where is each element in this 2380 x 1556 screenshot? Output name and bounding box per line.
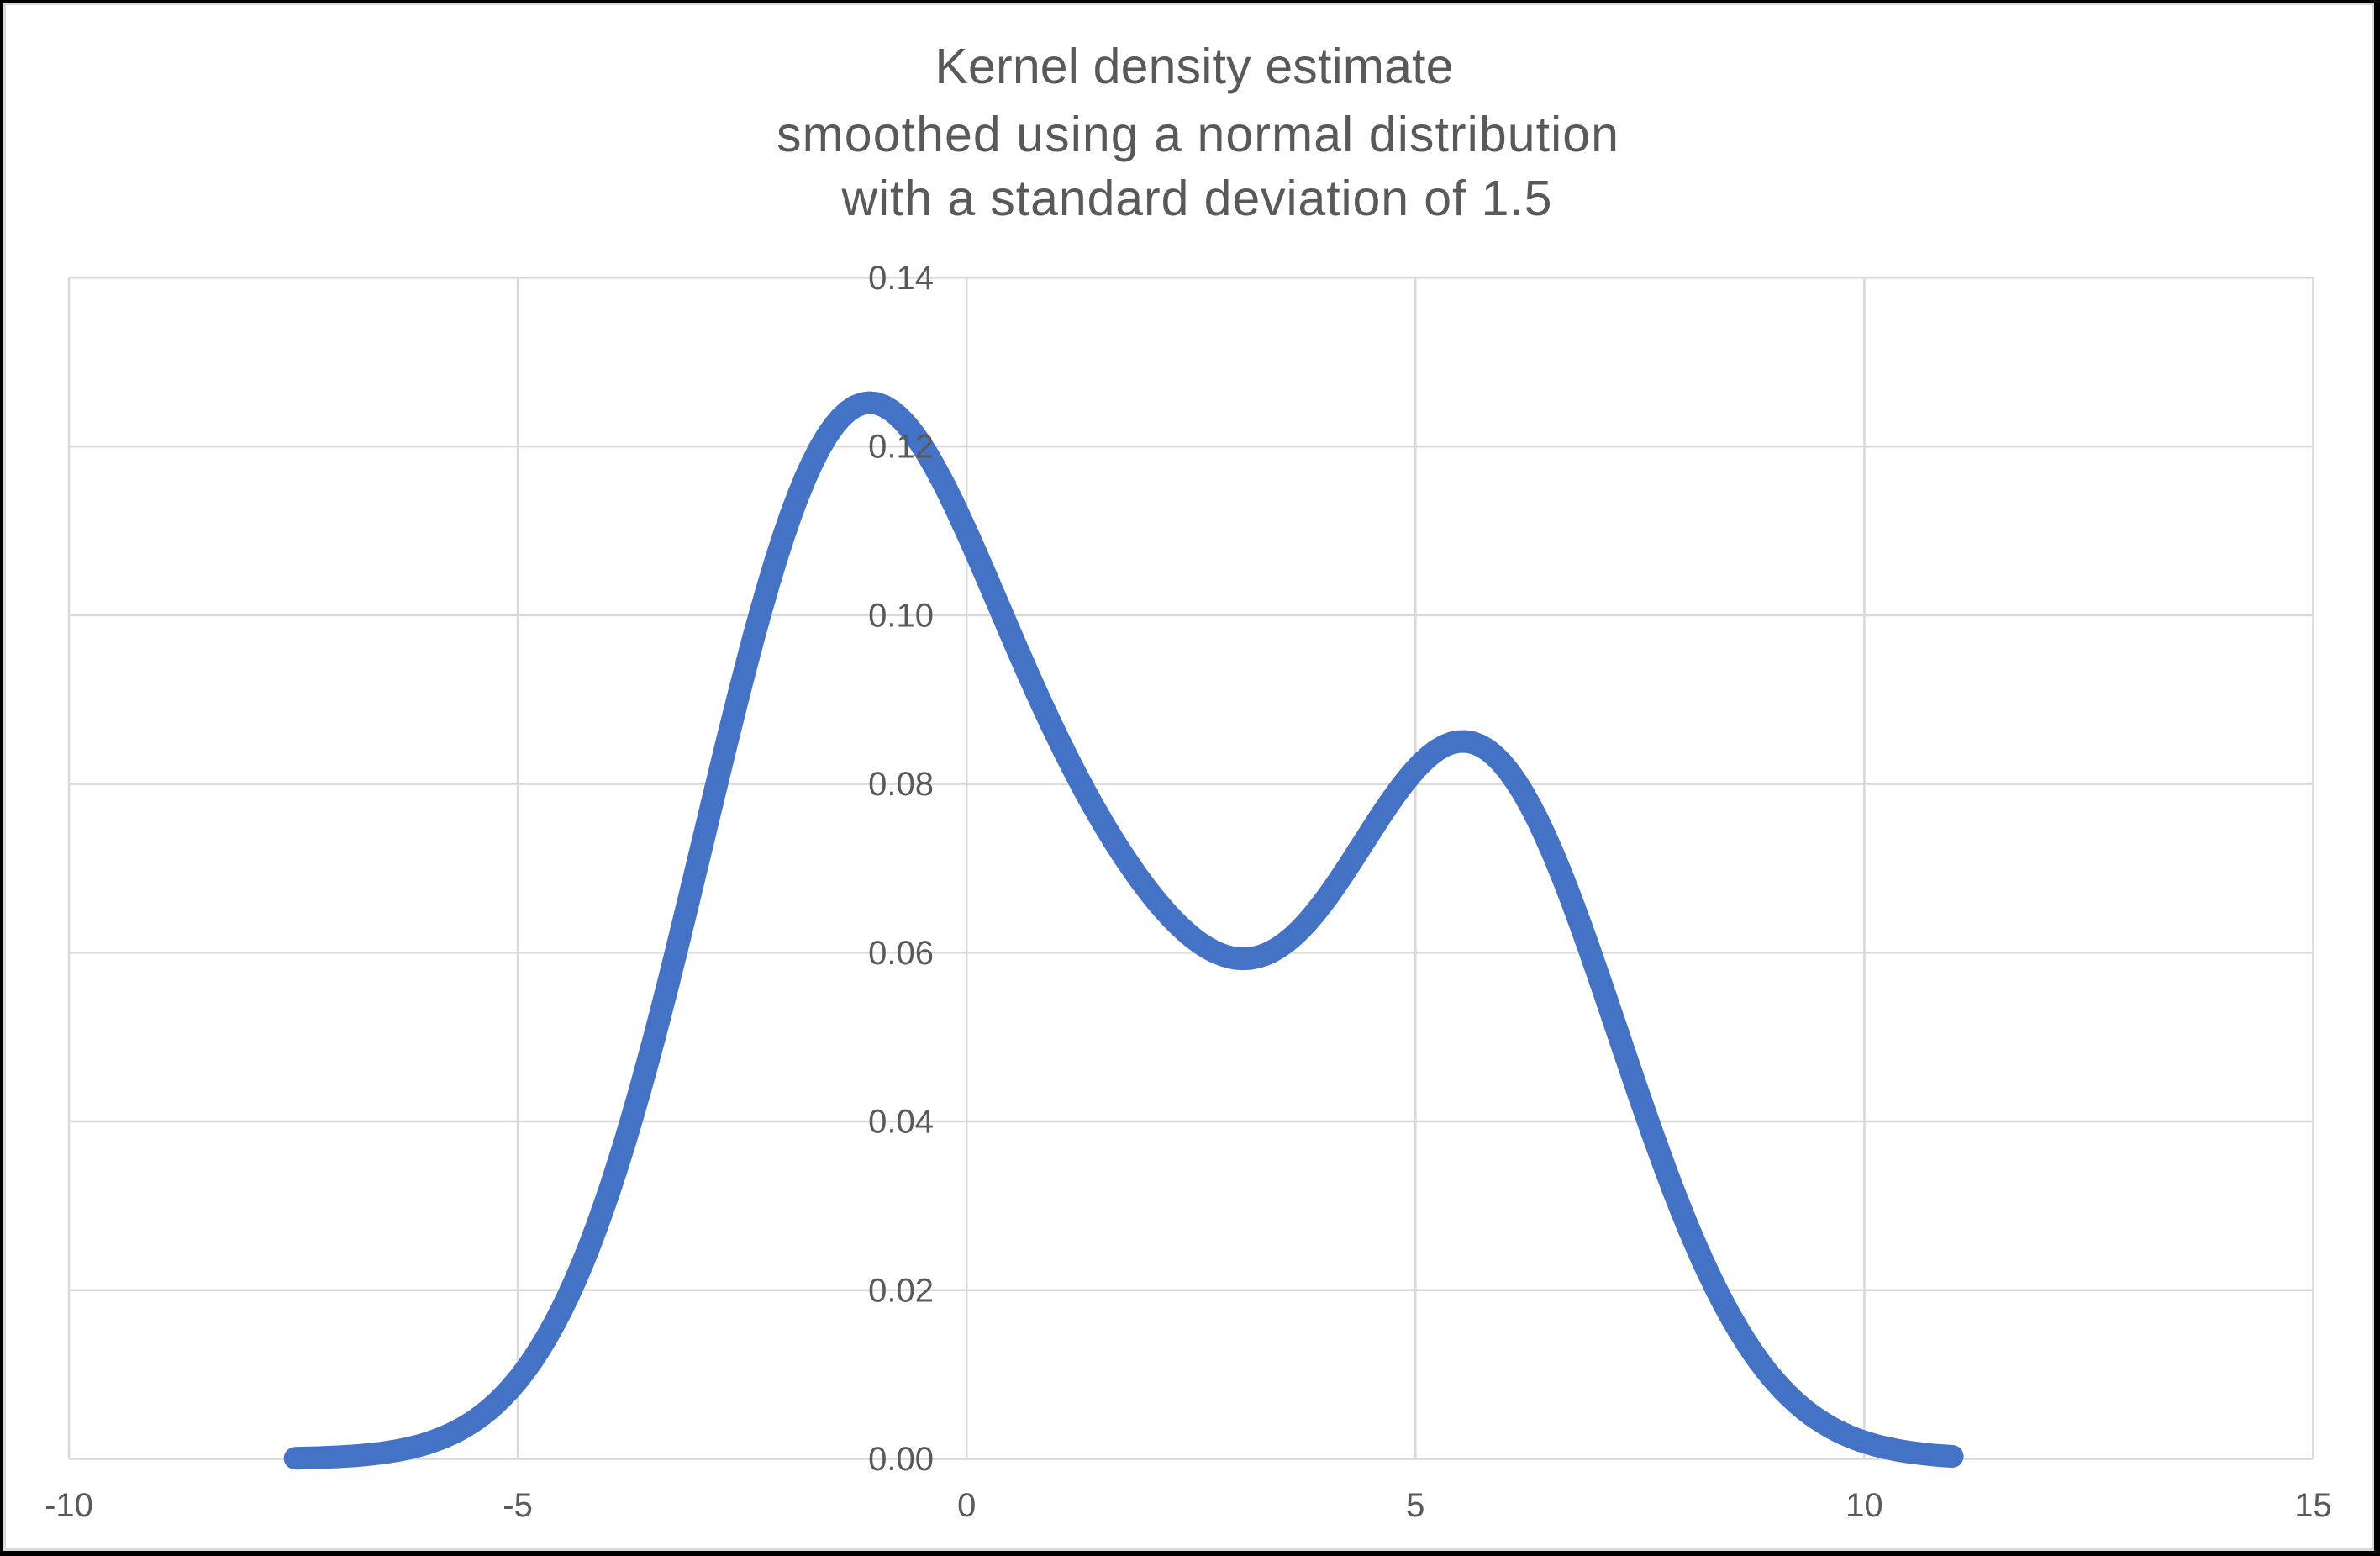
svg-text:0.14: 0.14 (868, 260, 934, 297)
svg-text:with a standard deviation of 1: with a standard deviation of 1.5 (841, 171, 1552, 226)
svg-text:0: 0 (957, 1487, 976, 1524)
svg-text:Kernel density estimate: Kernel density estimate (935, 39, 1454, 94)
svg-text:-5: -5 (503, 1487, 533, 1524)
svg-text:0.02: 0.02 (868, 1272, 934, 1309)
svg-text:0.08: 0.08 (868, 766, 934, 803)
svg-text:0.06: 0.06 (868, 935, 934, 972)
svg-text:15: 15 (2294, 1487, 2332, 1524)
svg-text:5: 5 (1406, 1487, 1424, 1524)
svg-text:-10: -10 (45, 1487, 93, 1524)
svg-text:0.00: 0.00 (868, 1441, 934, 1478)
svg-text:0.10: 0.10 (868, 597, 934, 634)
svg-text:0.12: 0.12 (868, 429, 934, 466)
svg-text:0.04: 0.04 (868, 1104, 934, 1141)
svg-text:smoothed using a normal distri: smoothed using a normal distribution (777, 107, 1619, 162)
svg-text:10: 10 (1846, 1487, 1883, 1524)
